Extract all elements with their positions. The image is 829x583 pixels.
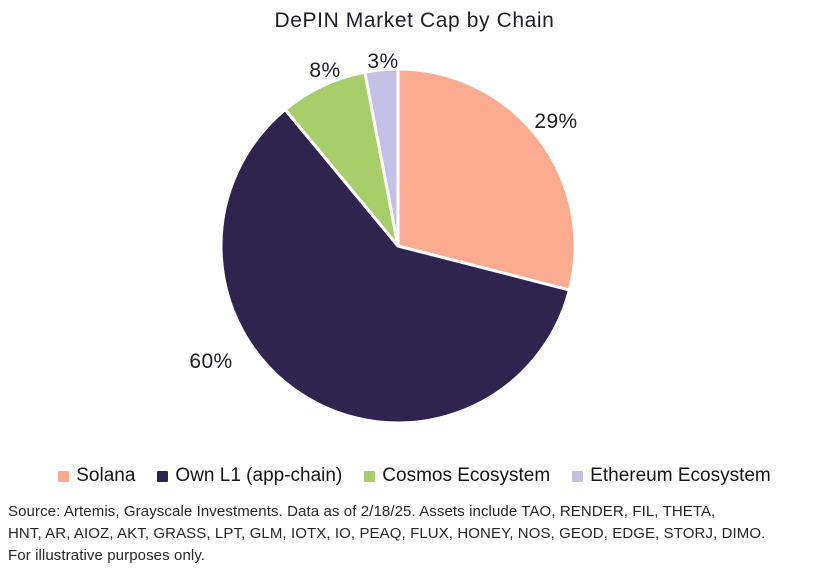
legend-label-own-l1-app-chain: Own L1 (app-chain)	[175, 465, 343, 486]
legend-item-ethereum-ecosystem: Ethereum Ecosystem	[572, 465, 771, 487]
legend-swatch-ethereum-ecosystem	[572, 470, 584, 482]
source-note: Source: Artemis, Grayscale Investments. …	[8, 501, 821, 567]
pie-slice-cosmos-ecosystem	[283, 70, 400, 248]
legend-swatch-cosmos-ecosystem	[364, 470, 376, 482]
chart-title: DePIN Market Cap by Chain	[274, 9, 555, 32]
legend-item-solana: Solana	[58, 465, 135, 487]
legend-label-ethereum-ecosystem: Ethereum Ecosystem	[590, 465, 771, 486]
legend-label-solana: Solana	[76, 465, 136, 486]
source-line: HNT, AR, AIOZ, AKT, GRASS, LPT, GLM, IOT…	[8, 525, 766, 542]
source-line: For illustrative purposes only.	[8, 547, 206, 564]
source-line: Source: Artemis, Grayscale Investments. …	[8, 503, 716, 520]
slice-percentage-label-own-l1-app-chain: 60%	[189, 350, 233, 373]
legend-swatch-own-l1-app-chain	[157, 470, 169, 482]
legend: Solana Own L1 (app-chain) Cosmos Ecosystem…	[0, 465, 829, 487]
slice-percentage-label-ethereum-ecosystem: 3%	[367, 50, 399, 73]
pie-slice-solana	[396, 67, 577, 292]
slice-percentage-label-cosmos-ecosystem: 8%	[309, 59, 341, 82]
legend-item-cosmos-ecosystem: Cosmos Ecosystem	[364, 465, 550, 487]
slice-percentage-label-solana: 29%	[534, 110, 578, 133]
pie-slice-own-l1-app-chain	[219, 108, 571, 425]
legend-swatch-solana	[58, 470, 70, 482]
legend-label-cosmos-ecosystem: Cosmos Ecosystem	[382, 465, 551, 486]
legend-item-own-l1-app-chain: Own L1 (app-chain)	[157, 465, 342, 487]
pie-slice-ethereum-ecosystem	[363, 67, 400, 248]
